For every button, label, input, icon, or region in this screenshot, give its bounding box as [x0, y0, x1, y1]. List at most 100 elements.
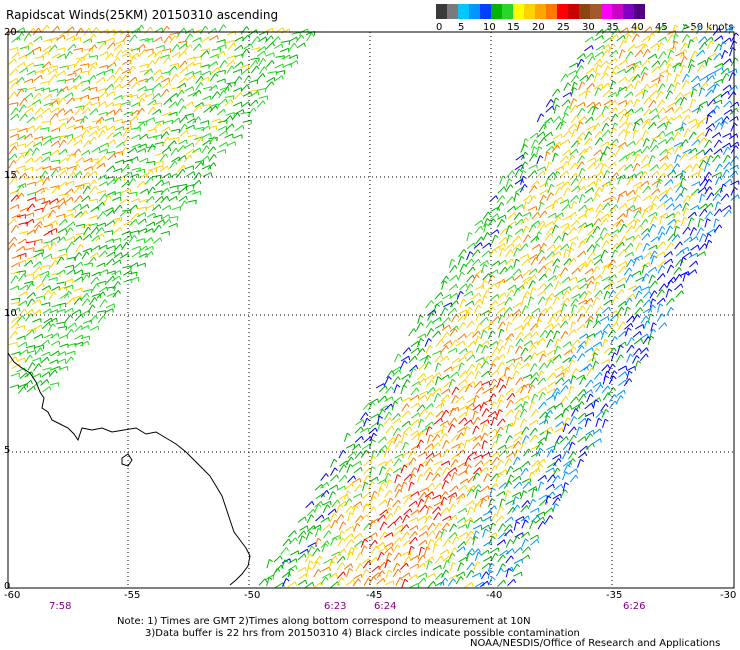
- wind-barb-tick: [679, 114, 682, 120]
- wind-barb-tick: [490, 321, 495, 325]
- wind-barb: [465, 331, 473, 339]
- wind-barb-tick: [256, 65, 260, 70]
- wind-barb-tick: [606, 169, 611, 174]
- wind-barb: [186, 189, 195, 195]
- wind-barb: [505, 362, 513, 370]
- wind-barb: [704, 186, 711, 195]
- wind-barb-tick: [484, 344, 489, 349]
- wind-barb-tick: [650, 26, 653, 31]
- wind-barb: [449, 328, 456, 337]
- wind-barb-tick: [537, 211, 541, 216]
- wind-barb-tick: [48, 289, 52, 294]
- wind-barb: [56, 269, 65, 276]
- wind-barb: [610, 229, 619, 236]
- wind-barb-tick: [50, 230, 53, 235]
- wind-barb: [560, 161, 568, 169]
- wind-barb-tick: [136, 156, 139, 161]
- wind-barb: [113, 168, 122, 173]
- wind-barb: [15, 325, 25, 329]
- wind-barb-tick: [640, 50, 644, 54]
- wind-barb: [411, 412, 419, 419]
- wind-barb: [42, 139, 51, 146]
- wind-barb-tick: [119, 275, 122, 280]
- wind-barb: [559, 199, 569, 204]
- wind-barb: [170, 128, 180, 132]
- wind-barb-tick: [648, 291, 652, 296]
- wind-barb-tick: [80, 107, 84, 112]
- wind-barb: [490, 417, 495, 426]
- wind-barb-tick: [73, 221, 76, 226]
- wind-barb: [601, 183, 606, 193]
- wind-barb-tick: [31, 107, 34, 112]
- wind-barb-tick: [514, 284, 517, 289]
- wind-barb-tick: [424, 362, 428, 367]
- wind-barb: [571, 128, 576, 138]
- wind-barb: [122, 265, 132, 269]
- wind-barb: [464, 300, 473, 307]
- wind-barb: [24, 371, 33, 378]
- wind-barb: [136, 97, 143, 107]
- wind-barb: [608, 196, 615, 205]
- wind-barb-tick: [600, 274, 603, 279]
- wind-barb: [505, 435, 511, 444]
- wind-barb: [624, 108, 633, 116]
- wind-barb: [626, 353, 631, 363]
- wind-barb: [513, 258, 517, 268]
- wind-barb: [280, 40, 290, 43]
- wind-barb: [192, 28, 202, 34]
- wind-barb: [584, 268, 593, 275]
- wind-barb: [639, 333, 648, 340]
- wind-barb: [80, 79, 90, 83]
- wind-barb-tick: [234, 141, 236, 146]
- wind-barb: [43, 224, 53, 228]
- wind-barb: [280, 47, 289, 53]
- wind-barb: [90, 26, 97, 35]
- wind-barb: [138, 198, 148, 203]
- wind-barb: [50, 149, 59, 156]
- wind-barb-tick: [511, 258, 515, 263]
- wind-barb: [147, 128, 157, 132]
- wind-barb: [106, 109, 115, 116]
- wind-barb: [618, 249, 625, 257]
- wind-barb-tick: [445, 345, 449, 350]
- wind-barb: [523, 340, 532, 347]
- wind-barb: [97, 315, 104, 324]
- wind-barb: [64, 188, 73, 195]
- wind-barb-tick: [614, 122, 619, 126]
- wind-barb-tick: [169, 205, 172, 210]
- wind-barb: [72, 75, 80, 83]
- wind-barb: [91, 146, 100, 153]
- wind-barb-tick: [98, 147, 101, 152]
- colorbar-label: 5: [458, 22, 465, 33]
- wind-barb: [673, 181, 682, 189]
- wind-barb: [256, 88, 266, 91]
- wind-barb: [81, 274, 88, 283]
- wind-barb: [647, 313, 651, 323]
- wind-barb-tick: [166, 88, 170, 93]
- wind-barb: [127, 147, 136, 154]
- wind-barb: [673, 219, 678, 229]
- wind-barb-tick: [424, 408, 428, 413]
- wind-barb: [448, 284, 457, 291]
- wind-barb: [67, 165, 77, 170]
- wind-barb-tick: [575, 148, 579, 153]
- wind-barb-tick: [79, 58, 83, 63]
- wind-barb-tick: [87, 185, 91, 190]
- wind-barb-tick: [88, 52, 91, 58]
- wind-barb: [562, 357, 571, 364]
- wind-barb-tick: [565, 330, 569, 335]
- wind-barb-tick: [80, 261, 84, 266]
- wind-barb: [160, 187, 168, 195]
- wind-barb: [600, 218, 607, 226]
- wind-barb: [447, 347, 457, 354]
- wind-barb: [34, 249, 44, 253]
- wind-barb-tick: [677, 234, 681, 239]
- wind-barb: [440, 345, 447, 354]
- wind-barb-tick: [656, 170, 660, 175]
- wind-barb-tick: [655, 53, 658, 59]
- wind-barb: [530, 235, 538, 243]
- wind-barb-tick: [420, 418, 425, 423]
- wind-barb: [568, 426, 575, 435]
- wind-barb-tick: [130, 171, 133, 177]
- wind-barb: [523, 201, 527, 211]
